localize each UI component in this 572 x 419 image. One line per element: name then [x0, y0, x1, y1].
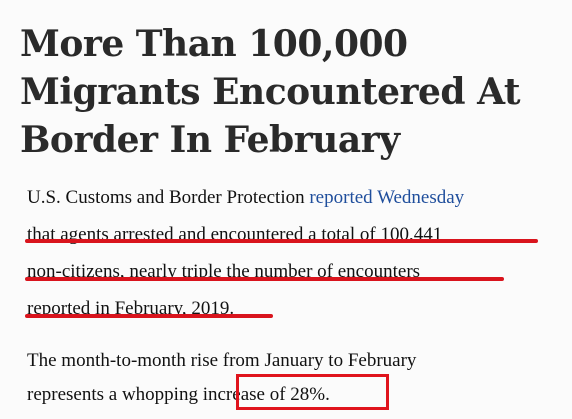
underline-annotation-2 [25, 277, 504, 281]
paragraph-1-line-3: non-citizens, nearly triple the number o… [27, 261, 421, 282]
paragraph-2-line-1: The month-to-month rise from January to … [27, 350, 417, 371]
paragraph-1-text: U.S. Customs and Border Protection [27, 187, 310, 208]
headline-line-2: Migrants Encountered At [20, 71, 521, 113]
headline: More Than 100,000 Migrants Encountered A… [20, 20, 560, 164]
paragraph-2-text: represents a whopping [27, 384, 203, 405]
paragraph-2-line-2: represents a whopping increase of 28%. [27, 382, 330, 419]
underline-annotation-1 [25, 239, 538, 243]
box-annotation [236, 374, 389, 410]
reported-wednesday-link[interactable]: reported Wednesday [309, 187, 465, 208]
paragraph-1-line-4: reported in February, 2019. [27, 298, 235, 319]
headline-line-3: Border In February [20, 119, 400, 161]
paragraph-1-line-1: U.S. Customs and Border Protection repor… [27, 185, 464, 222]
highlighted-increase: increase of 28%. [202, 384, 330, 405]
underline-annotation-3 [25, 314, 273, 318]
headline-line-1: More Than 100,000 [20, 23, 408, 65]
